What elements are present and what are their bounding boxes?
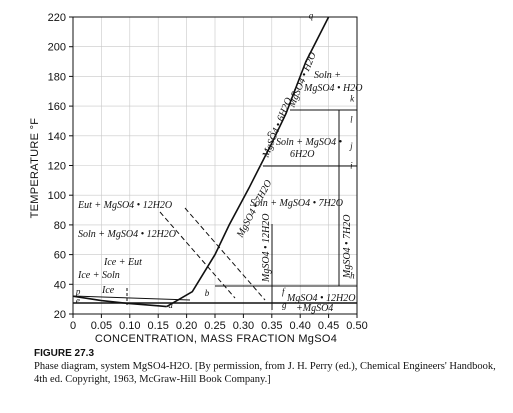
x-tick-label: 0.15 bbox=[147, 320, 168, 332]
y-tick-label: 80 bbox=[54, 220, 66, 232]
annotation-mgso4-7h2o-vertical: MgSO4 • 7H2O bbox=[342, 215, 353, 280]
x-tick-label: 0.25 bbox=[204, 320, 225, 332]
x-tick-label: 0.20 bbox=[176, 320, 197, 332]
phase-curve-3 bbox=[259, 16, 330, 166]
point-label-q: q bbox=[309, 10, 314, 20]
y-tick-label: 200 bbox=[48, 42, 66, 54]
point-label-j: j bbox=[349, 141, 353, 151]
x-axis-title: CONCENTRATION, MASS FRACTION MgSO4 bbox=[95, 333, 337, 345]
point-label-k: k bbox=[350, 94, 355, 104]
y-tick-label: 60 bbox=[54, 250, 66, 262]
x-tick-label: 0 bbox=[70, 320, 76, 332]
y-tick-label: 180 bbox=[48, 71, 66, 83]
construction-lines bbox=[72, 109, 357, 310]
point-label-i: i bbox=[350, 160, 353, 170]
point-label-l: l bbox=[350, 114, 353, 124]
point-labels: pe a b c d q kl ji h fg bbox=[75, 10, 355, 310]
annotation-ice-eut: Ice + Eut bbox=[103, 257, 142, 268]
dashed-line-2 bbox=[184, 207, 266, 301]
y-tick-label: 100 bbox=[48, 190, 66, 202]
ice-line bbox=[72, 295, 191, 301]
y-tick-label: 20 bbox=[54, 309, 66, 321]
annotation-mgso4-12h2o-bottom: MgSO4 • 12H2O bbox=[286, 293, 356, 304]
point-label-e: e bbox=[76, 296, 80, 306]
x-tick-label: 0.50 bbox=[346, 320, 367, 332]
region-annotations: Soln + MgSO4 • H2O MgSO4 • H2O Soln + Mg… bbox=[77, 51, 363, 314]
caption-text: Phase diagram, system MgSO4-H2O. [By per… bbox=[34, 361, 496, 385]
point-label-p: p bbox=[75, 287, 81, 297]
x-tick-label: 0.40 bbox=[289, 320, 310, 332]
x-tick-label: 0.35 bbox=[261, 320, 282, 332]
y-tick-label: 160 bbox=[48, 101, 66, 113]
point-label-g: g bbox=[282, 300, 287, 310]
y-tick-labels: 20 40 60 80 100 120 140 160 180 200 220 bbox=[48, 12, 66, 321]
x-tick-label: 0.45 bbox=[318, 320, 339, 332]
point-label-h: h bbox=[350, 270, 355, 280]
annotation-soln-7h2o: Soln + MgSO4 • 7H2O bbox=[250, 198, 343, 209]
dashed-line-1 bbox=[159, 211, 236, 299]
point-label-a: a bbox=[168, 300, 173, 310]
annotation-plus-mgso4: +MgSO4 bbox=[296, 303, 333, 314]
phase-diagram-chart: 0 0.05 0.10 0.15 0.20 0.25 0.30 0.35 0.40 0.45 0.5… bbox=[29, 10, 368, 345]
annotation-soln-12h2o: Soln + MgSO4 • 12H2O bbox=[78, 229, 176, 240]
annotation-6h2o: 6H2O bbox=[290, 149, 314, 160]
annotation-mgso4-h2o-region: MgSO4 • H2O bbox=[303, 83, 363, 94]
y-tick-label: 220 bbox=[48, 12, 66, 24]
annotation-soln-plus: Soln + bbox=[314, 70, 341, 81]
x-tick-label: 0.30 bbox=[233, 320, 254, 332]
point-label-d: d bbox=[291, 88, 296, 98]
y-tick-label: 40 bbox=[54, 279, 66, 291]
y-tick-label: 140 bbox=[48, 131, 66, 143]
annotation-eut-12h2o: Eut + MgSO4 • 12H2O bbox=[77, 200, 172, 211]
y-tick-label: 120 bbox=[48, 161, 66, 173]
annotation-ice-soln: Ice + Soln bbox=[77, 270, 120, 281]
figure-number: FIGURE 27.3 bbox=[34, 348, 95, 359]
x-tick-labels: 0 0.05 0.10 0.15 0.20 0.25 0.30 0.35 0.40 0.45 0.5… bbox=[70, 320, 368, 332]
x-tick-label: 0.10 bbox=[119, 320, 140, 332]
phase-curve-2 bbox=[166, 165, 262, 308]
x-tick-label: 0.05 bbox=[91, 320, 112, 332]
point-label-f: f bbox=[282, 287, 286, 297]
point-label-b: b bbox=[205, 288, 210, 298]
annotation-ice: Ice bbox=[101, 285, 115, 296]
y-axis-title: TEMPERATURE °F bbox=[29, 118, 41, 219]
annotation-soln-6h2o: Soln + MgSO4 • bbox=[276, 137, 343, 148]
point-label-c: c bbox=[267, 128, 271, 138]
annotation-mgso4-12h2o-vertical: MgSO4 • 12H2O bbox=[261, 214, 272, 284]
figure-caption: FIGURE 27.3 Phase diagram, system MgSO4-… bbox=[34, 347, 504, 386]
